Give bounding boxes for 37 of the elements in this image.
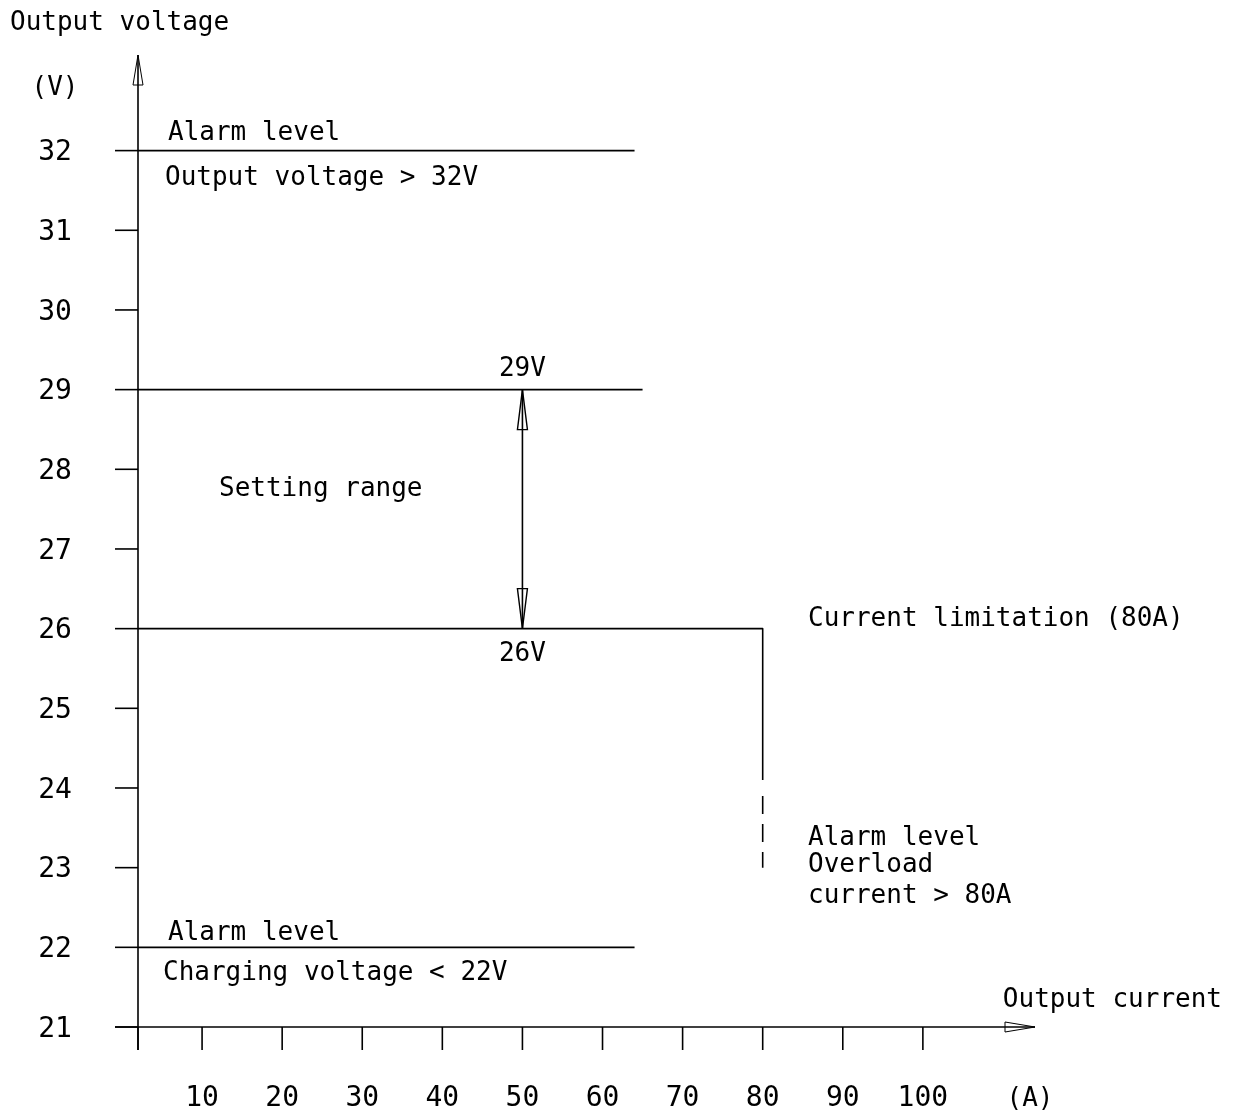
annotation: Setting range	[219, 472, 423, 502]
annotation: Current limitation (80A)	[808, 602, 1184, 632]
y-axis-title: Output voltage	[10, 6, 230, 36]
text: (V)	[31, 71, 79, 101]
annotation: 26V	[498, 636, 546, 667]
y-tick-label: 28	[38, 453, 72, 487]
y-tick-label: 21	[38, 1010, 72, 1044]
annotation: Output voltage > 32V	[165, 161, 479, 191]
annotation: Alarm level	[808, 821, 981, 851]
text: (A)	[1006, 1082, 1054, 1112]
x-tick-label: 80	[745, 1080, 780, 1113]
x-tick-label: 90	[825, 1080, 860, 1113]
x-axis-title: Output current	[1002, 983, 1222, 1013]
x-tick-label: 60	[585, 1080, 620, 1113]
y-tick-label: 32	[38, 134, 72, 168]
annotation: Overload	[808, 848, 934, 878]
annotation: Alarm level	[168, 116, 341, 146]
x-tick-label: 30	[345, 1080, 380, 1113]
x-tick-label: 40	[425, 1080, 460, 1113]
annotation: Alarm level	[168, 916, 341, 946]
y-tick-label: 31	[38, 214, 72, 248]
y-tick-label: 23	[38, 851, 72, 885]
x-tick-label: 50	[505, 1080, 540, 1113]
annotation: Charging voltage < 22V	[163, 956, 508, 986]
y-tick-label: 26	[38, 612, 72, 646]
y-tick-label: 30	[38, 293, 72, 327]
x-tick-label: 10	[185, 1080, 219, 1113]
y-tick-label: 29	[38, 373, 72, 407]
annotation: current > 80A	[808, 879, 1012, 909]
x-tick-label: 70	[665, 1080, 700, 1113]
x-tick-label: 20	[265, 1080, 300, 1113]
y-tick-label: 27	[38, 532, 72, 566]
annotation: 29V	[498, 351, 546, 382]
y-tick-label: 24	[38, 771, 72, 805]
x-tick-label: 100	[897, 1080, 949, 1113]
y-tick-label: 22	[38, 931, 72, 965]
y-tick-label: 25	[38, 692, 72, 726]
